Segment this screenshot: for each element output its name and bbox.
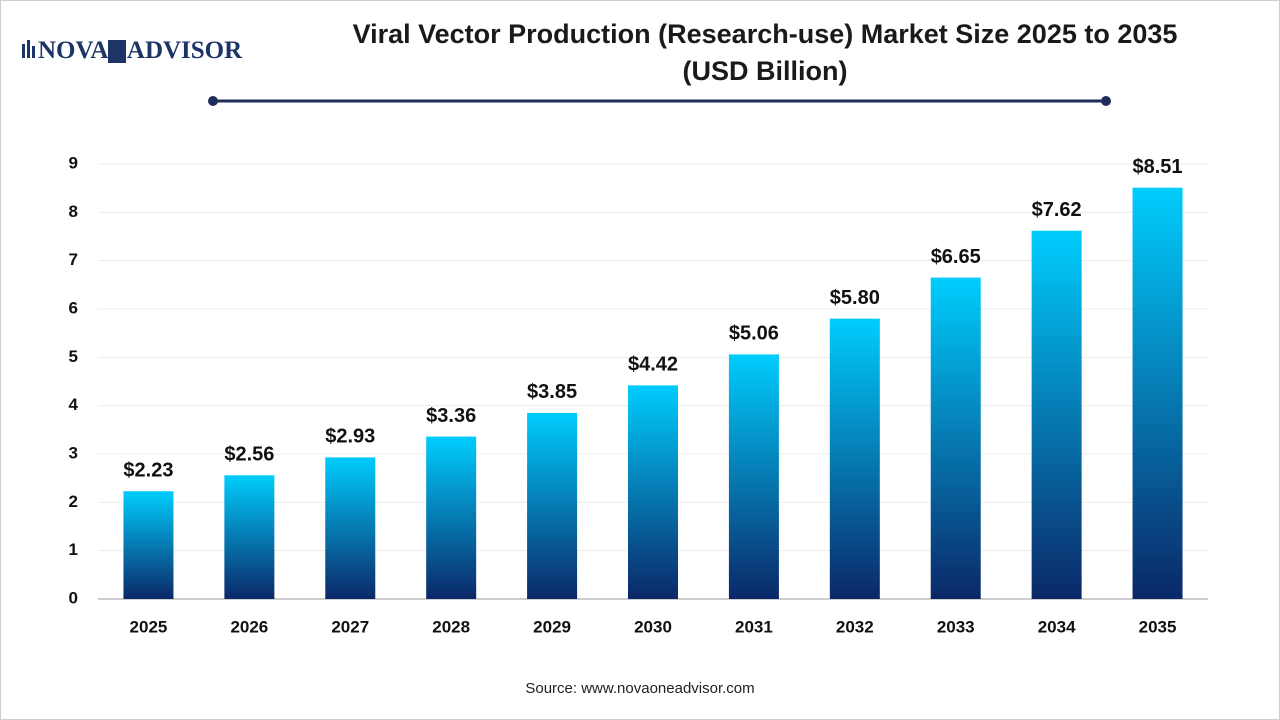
value-label: $8.51 — [1133, 156, 1183, 178]
bar — [628, 385, 678, 599]
bar — [1031, 230, 1082, 599]
x-tick-label: 2030 — [634, 617, 672, 636]
y-tick-label: 1 — [69, 540, 78, 559]
value-label: $2.93 — [325, 426, 375, 448]
source: Source: www.novaoneadvisor.com — [525, 680, 754, 697]
bar — [1132, 187, 1183, 599]
x-tick-label: 2026 — [230, 617, 268, 636]
chart-title: Viral Vector Production (Research-use) M… — [353, 19, 1178, 49]
y-tick-label: 4 — [69, 395, 79, 414]
value-label: $3.85 — [527, 381, 577, 403]
logo-right: ADVISOR — [127, 37, 243, 64]
x-tick-label: 2034 — [1038, 617, 1076, 636]
value-label: $2.56 — [224, 444, 274, 466]
value-label: $6.65 — [931, 246, 981, 268]
value-label: $3.36 — [426, 405, 476, 427]
bar — [123, 491, 174, 599]
value-label: $2.23 — [123, 459, 173, 481]
logo-icon — [32, 46, 35, 58]
rule-dot — [1101, 96, 1111, 106]
bar — [426, 436, 477, 599]
x-tick-label: 2035 — [1139, 617, 1177, 636]
logo-text: NOVA1ADVISOR — [38, 37, 243, 64]
logo-box — [108, 40, 126, 63]
bar — [728, 354, 779, 599]
y-tick-label: 6 — [69, 298, 78, 317]
x-tick-label: 2031 — [735, 617, 773, 636]
x-tick-label: 2033 — [937, 617, 975, 636]
y-tick-label: 0 — [69, 588, 78, 607]
logo-left: NOVA — [38, 37, 108, 64]
bar — [829, 318, 880, 599]
value-label: $7.62 — [1032, 199, 1082, 221]
rule-dot — [208, 96, 218, 106]
value-label: $5.06 — [729, 323, 779, 345]
y-tick-label: 9 — [69, 153, 78, 172]
x-tick-label: 2027 — [331, 617, 369, 636]
chart-subtitle: (USD Billion) — [683, 56, 848, 86]
x-tick-label: 2025 — [130, 617, 168, 636]
x-tick-label: 2029 — [533, 617, 571, 636]
logo-icon — [22, 44, 25, 58]
bar — [224, 475, 275, 599]
y-tick-label: 5 — [69, 347, 78, 366]
bar — [930, 277, 981, 599]
y-tick-label: 8 — [69, 202, 78, 221]
value-label: $5.80 — [830, 287, 880, 309]
x-tick-label: 2032 — [836, 617, 874, 636]
bar — [325, 457, 376, 599]
y-tick-label: 3 — [69, 443, 78, 462]
logo: NOVA1ADVISOR — [22, 37, 243, 64]
x-tick-label: 2028 — [432, 617, 470, 636]
value-label: $4.42 — [628, 354, 678, 376]
logo-icon — [27, 40, 30, 58]
y-tick-label: 7 — [69, 250, 78, 269]
y-tick-label: 2 — [69, 492, 78, 511]
bar — [527, 412, 578, 599]
